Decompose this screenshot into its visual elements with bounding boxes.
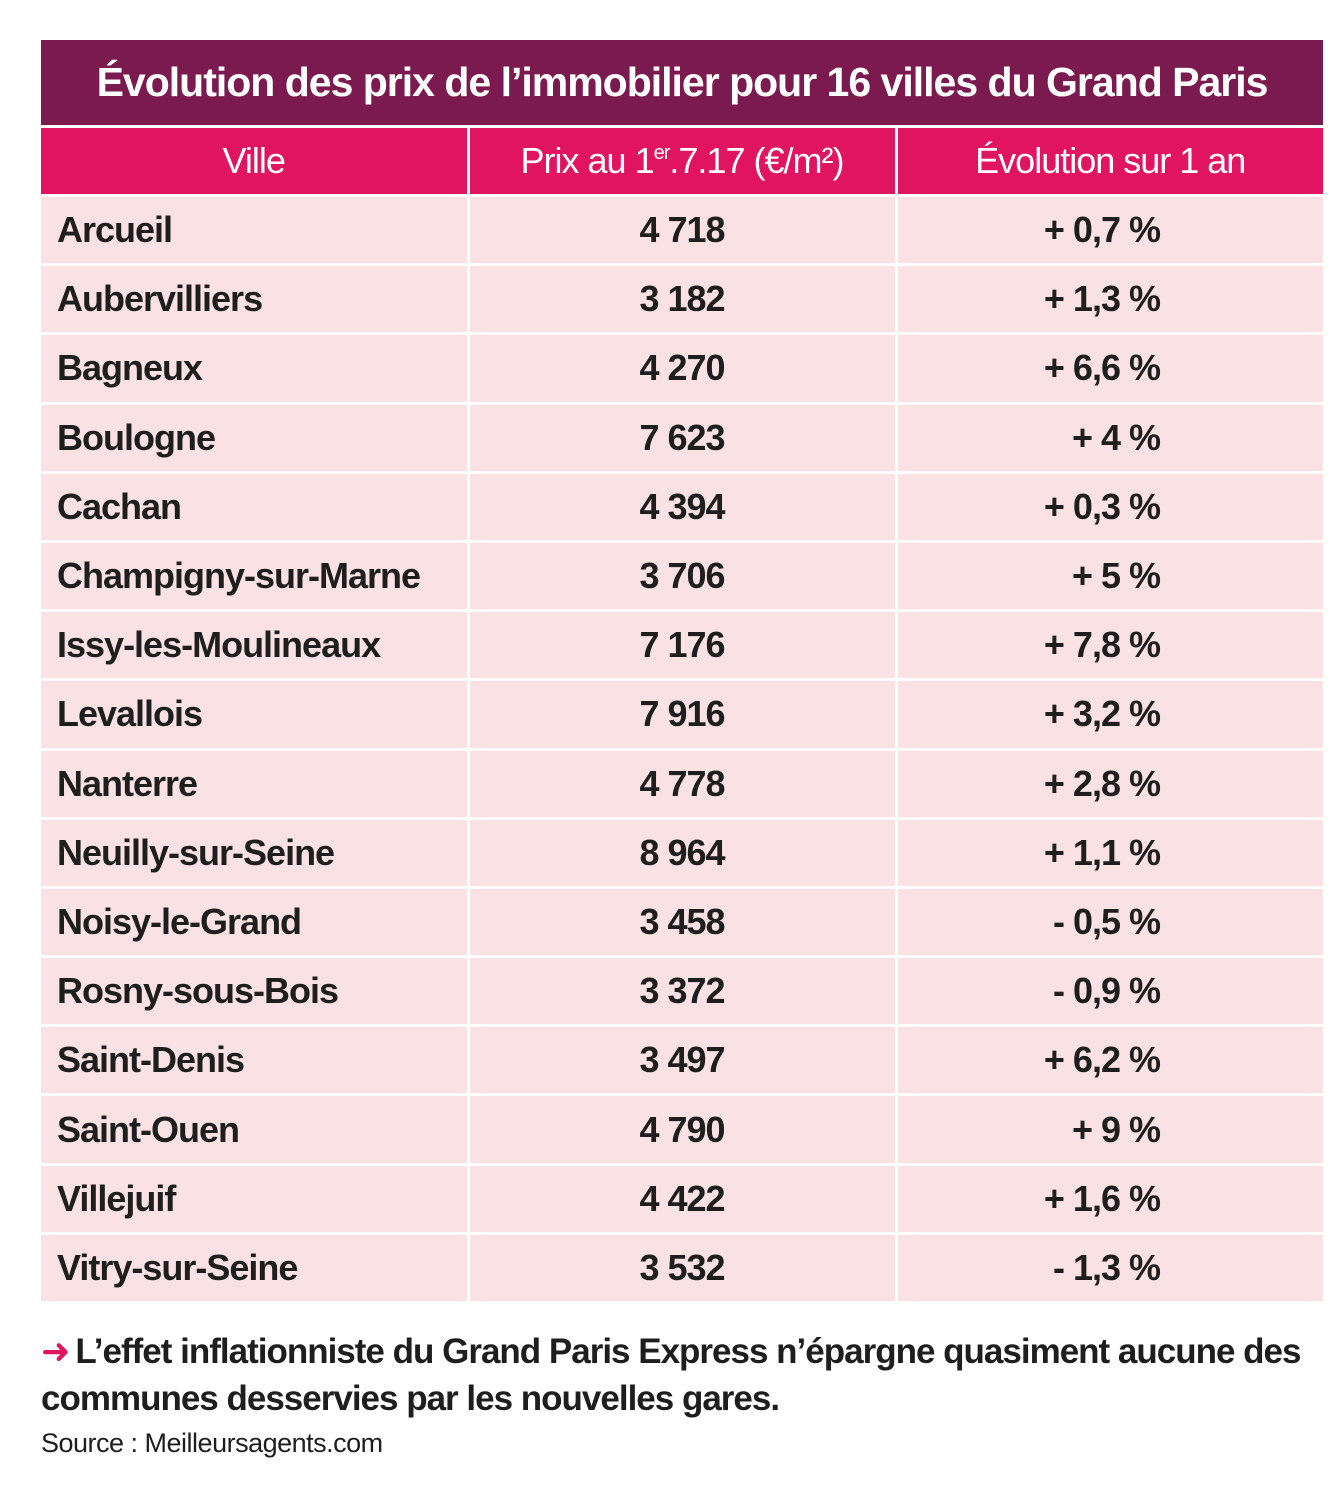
cell-prix: 3 372: [468, 956, 898, 1028]
cell-evolution: + 4 %: [896, 403, 1323, 474]
source-credit: Source : Meilleursagents.com: [41, 1428, 383, 1458]
cell-ville: Saint-Ouen: [41, 1094, 470, 1166]
cell-evolution: + 1,3 %: [896, 264, 1323, 336]
table-row: Arcueil 4 718 + 0,7 %: [41, 195, 1323, 267]
cell-ville: Champigny-sur-Marne: [41, 541, 470, 613]
table-row: Nanterre 4 778 + 2,8 %: [41, 749, 1323, 820]
table-row: Levallois 7 916 + 3,2 %: [41, 679, 1323, 751]
cell-ville: Cachan: [41, 472, 470, 543]
cell-prix: 4 790: [468, 1094, 898, 1166]
cell-ville: Aubervilliers: [41, 264, 470, 336]
cell-ville: Nanterre: [41, 749, 470, 820]
cell-ville: Noisy-le-Grand: [41, 887, 470, 959]
cell-ville: Neuilly-sur-Seine: [41, 818, 470, 889]
footnote-text: L’effet inflationniste du Grand Paris Ex…: [41, 1332, 1301, 1418]
price-table: Évolution des prix de l’immobilier pour …: [41, 40, 1323, 1301]
table-row: Saint-Denis 3 497 + 6,2 %: [41, 1025, 1323, 1097]
table-row: Noisy-le-Grand 3 458- 0,5 %: [41, 887, 1323, 959]
cell-prix: 7 916: [468, 679, 898, 751]
header-prix-sup: er: [653, 142, 671, 164]
cell-evolution: - 0,9 %: [896, 956, 1323, 1028]
cell-ville: Levallois: [41, 679, 470, 751]
cell-evolution: + 0,7 %: [896, 195, 1323, 267]
header-prix-suffix: .7.17 (€/m²): [669, 140, 844, 181]
cell-prix: 4 270: [468, 333, 898, 405]
table-row: Issy-les-Moulineaux 7 176 + 7,8 %: [41, 610, 1323, 682]
cell-prix: 4 394: [468, 472, 898, 543]
cell-prix: 3 458: [468, 887, 898, 959]
cell-ville: Issy-les-Moulineaux: [41, 610, 470, 682]
cell-prix: 4 778: [468, 749, 898, 820]
table-row: Vitry-sur-Seine 3 532- 1,3 %: [41, 1233, 1323, 1301]
table-row: Bagneux 4 270 + 6,6 %: [41, 333, 1323, 405]
cell-prix: 7 623: [468, 403, 898, 474]
arrow-right-icon: ➜: [41, 1332, 70, 1371]
header-ville: Ville: [41, 128, 470, 197]
cell-evolution: + 5 %: [896, 541, 1323, 613]
cell-evolution: - 0,5 %: [896, 887, 1323, 959]
table-row: Saint-Ouen 4 790 + 9 %: [41, 1094, 1323, 1166]
table-title: Évolution des prix de l’immobilier pour …: [41, 40, 1323, 128]
cell-evolution: + 6,2 %: [896, 1025, 1323, 1097]
header-row: Ville Prix au 1er.7.17 (€/m²) Évolution …: [41, 128, 1323, 197]
cell-prix: 3 532: [468, 1233, 898, 1301]
cell-evolution: + 3,2 %: [896, 679, 1323, 751]
cell-prix: 7 176: [468, 610, 898, 682]
table-row: Cachan 4 394 + 0,3 %: [41, 472, 1323, 543]
cell-evolution: + 0,3 %: [896, 472, 1323, 543]
cell-evolution: - 1,3 %: [896, 1233, 1323, 1301]
cell-evolution: + 2,8 %: [896, 749, 1323, 820]
table-row: Villejuif 4 422 + 1,6 %: [41, 1164, 1323, 1235]
header-prix: Prix au 1er.7.17 (€/m²): [468, 128, 898, 197]
table-row: Neuilly-sur-Seine 8 964 + 1,1 %: [41, 818, 1323, 889]
cell-ville: Saint-Denis: [41, 1025, 470, 1097]
table-row: Champigny-sur-Marne 3 706 + 5 %: [41, 541, 1323, 613]
data-table: Ville Prix au 1er.7.17 (€/m²) Évolution …: [41, 128, 1323, 1301]
cell-ville: Rosny-sous-Bois: [41, 956, 470, 1028]
cell-ville: Boulogne: [41, 403, 470, 474]
cell-ville: Bagneux: [41, 333, 470, 405]
header-evolution: Évolution sur 1 an: [896, 128, 1323, 197]
cell-evolution: + 7,8 %: [896, 610, 1323, 682]
cell-ville: Arcueil: [41, 195, 470, 267]
table-row: Aubervilliers 3 182 + 1,3 %: [41, 264, 1323, 336]
table-row: Boulogne 7 623 + 4 %: [41, 403, 1323, 474]
cell-evolution: + 6,6 %: [896, 333, 1323, 405]
cell-prix: 8 964: [468, 818, 898, 889]
cell-prix: 3 497: [468, 1025, 898, 1097]
cell-ville: Villejuif: [41, 1164, 470, 1235]
table-row: Rosny-sous-Bois 3 372- 0,9 %: [41, 956, 1323, 1028]
cell-prix: 3 706: [468, 541, 898, 613]
cell-prix: 3 182: [468, 264, 898, 336]
header-prix-prefix: Prix au 1: [520, 140, 655, 181]
cell-evolution: + 1,6 %: [896, 1164, 1323, 1235]
footnote: ➜ L’effet inflationniste du Grand Paris E…: [41, 1328, 1301, 1422]
cell-prix: 4 422: [468, 1164, 898, 1235]
cell-evolution: + 9 %: [896, 1094, 1323, 1166]
cell-prix: 4 718: [468, 195, 898, 267]
cell-ville: Vitry-sur-Seine: [41, 1233, 470, 1301]
cell-evolution: + 1,1 %: [896, 818, 1323, 889]
